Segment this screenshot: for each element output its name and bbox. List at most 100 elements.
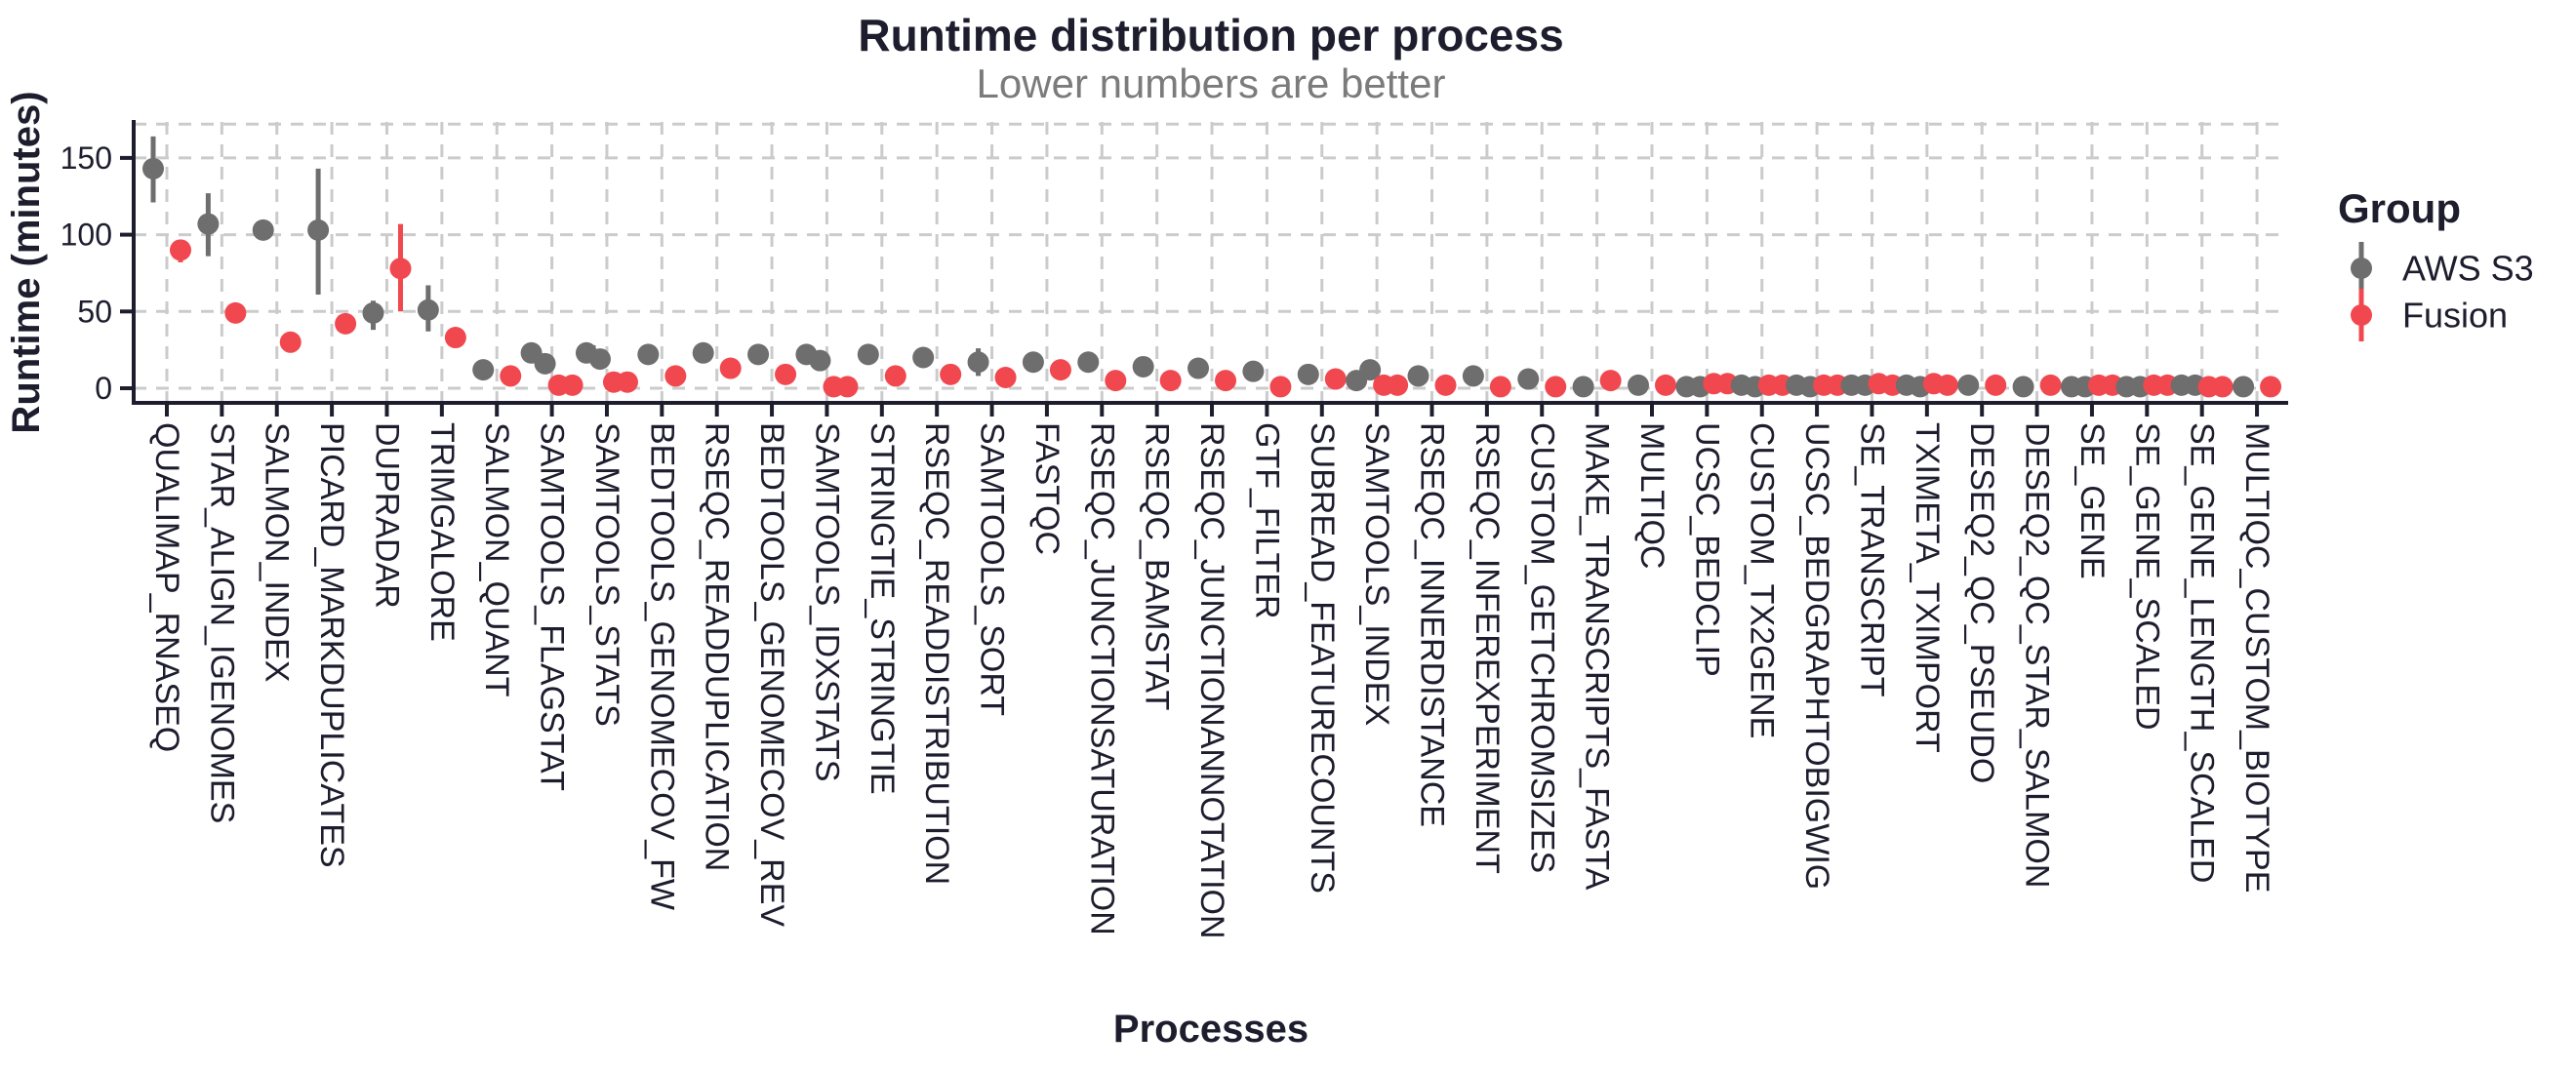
y-axis-title: Runtime (minutes): [5, 91, 48, 433]
data-point-fusion: [1599, 370, 1622, 392]
data-point-aws: [534, 352, 556, 375]
x-tick-label: MULTIQC_CUSTOM_BIOTYPE: [2238, 422, 2275, 893]
legend-label-fusion: Fusion: [2402, 296, 2508, 336]
data-point-aws: [967, 351, 989, 374]
data-point-aws: [307, 219, 330, 241]
x-tick-label: RSEQC_INNERDISTANCE: [1414, 422, 1451, 827]
x-tick-label: STAR_ALIGN_IGENOMES: [203, 422, 240, 823]
x-tick-label: TRIMGALORE: [423, 422, 461, 642]
data-point-fusion: [1324, 368, 1347, 390]
x-tick-label: RSEQC_INFEREXPERIMENT: [1469, 422, 1506, 874]
x-tick-label: RSEQC_READDISTRIBUTION: [918, 422, 955, 885]
data-point-fusion: [170, 239, 191, 261]
data-point-aws: [1132, 355, 1154, 378]
x-tick-label: RSEQC_BAMSTAT: [1139, 422, 1176, 710]
data-point-fusion: [1215, 370, 1237, 392]
x-tick-label: BEDTOOLS_GENOMECOV_FW: [643, 422, 680, 910]
data-point-fusion: [1105, 370, 1127, 392]
data-point-aws: [1517, 368, 1540, 390]
data-point-aws: [1462, 365, 1484, 387]
x-axis-title: Processes: [1113, 1008, 1308, 1051]
data-point-aws: [2012, 376, 2034, 398]
data-point-aws: [197, 213, 220, 235]
x-tick-label: SAMTOOLS_FLAGSTAT: [534, 422, 571, 791]
data-point-aws: [1627, 374, 1649, 396]
x-tick-label: DUPRADAR: [368, 422, 405, 609]
data-point-fusion: [994, 366, 1017, 388]
data-point-fusion: [884, 365, 906, 387]
x-tick-label: SUBREAD_FEATURECOUNTS: [1304, 422, 1341, 894]
data-point-aws: [1297, 363, 1319, 385]
legend-label-aws-s3: AWS S3: [2402, 249, 2534, 289]
y-tick-label: 0: [95, 371, 112, 406]
data-point-fusion: [616, 371, 638, 393]
data-point-fusion: [1654, 374, 1676, 396]
data-point-aws: [692, 341, 714, 364]
x-tick-label: BEDTOOLS_GENOMECOV_REV: [753, 422, 790, 927]
x-tick-label: SAMTOOLS_INDEX: [1358, 422, 1395, 726]
x-tick-label: QUALIMAP_RNASEQ: [148, 422, 185, 752]
data-point-fusion: [775, 363, 797, 385]
y-tick-label: 150: [60, 140, 112, 176]
data-point-fusion: [2039, 374, 2062, 396]
data-point-aws: [1957, 374, 1980, 396]
data-point-fusion: [279, 331, 302, 353]
legend-item-fusion: Fusion: [2351, 289, 2508, 341]
x-tick-label: UCSC_BEDGRAPHTOBIGWIG: [1798, 422, 1835, 890]
data-point-fusion: [1434, 374, 1457, 396]
data-point-fusion: [389, 258, 412, 280]
x-tick-label: SAMTOOLS_SORT: [974, 422, 1011, 716]
x-tick-label: SE_TRANSCRIPT: [1853, 422, 1890, 697]
data-point-fusion: [940, 363, 962, 385]
data-point-aws: [1572, 376, 1594, 398]
data-point-aws: [252, 219, 274, 241]
data-point-fusion: [664, 365, 687, 387]
x-tick-label: CUSTOM_TX2GENE: [1744, 422, 1781, 738]
data-point-fusion: [561, 374, 584, 396]
data-point-aws: [1022, 351, 1044, 374]
data-point-fusion: [1049, 359, 1071, 381]
data-point-aws: [2233, 376, 2255, 398]
data-point-aws: [857, 343, 879, 366]
x-tick-label: SE_GENE_LENGTH_SCALED: [2184, 422, 2221, 883]
data-point-aws: [362, 301, 384, 324]
data-point-aws: [637, 343, 660, 366]
data-point-aws: [1242, 360, 1265, 382]
x-tick-label: SE_GENE_SCALED: [2128, 422, 2165, 731]
x-tick-label: TXIMETA_TXIMPORT: [1909, 422, 1946, 753]
x-tick-label: MULTIQC: [1633, 422, 1670, 569]
data-point-fusion: [224, 301, 247, 324]
data-point-fusion: [444, 327, 466, 349]
x-tick-label: RSEQC_JUNCTIONSATURATION: [1083, 422, 1120, 935]
data-point-fusion: [1269, 376, 1292, 398]
data-point-fusion: [1489, 376, 1511, 398]
data-point-aws: [912, 346, 935, 369]
data-point-fusion: [1387, 374, 1409, 396]
y-tick-label: 50: [77, 294, 112, 329]
x-tick-label: SE_GENE: [2073, 422, 2111, 579]
x-tick-label: UCSC_BEDCLIP: [1688, 422, 1725, 677]
data-point-fusion: [1936, 374, 1958, 396]
fusion-point-icon: [2351, 304, 2372, 326]
x-tick-label: FASTQC: [1028, 422, 1066, 555]
data-point-aws: [472, 359, 495, 381]
legend: Group AWS S3 Fusion: [2338, 185, 2534, 341]
chart-subtitle: Lower numbers are better: [977, 60, 1446, 106]
data-point-fusion: [719, 357, 742, 379]
plot-area: 0 50 100 150 QUALIMAP_RNASEQ STAR_ALIGN_IGENO…: [60, 120, 2288, 939]
data-point-aws: [1359, 359, 1382, 381]
data-point-aws: [1407, 365, 1429, 387]
x-tick-label: SAMTOOLS_IDXSTATS: [808, 422, 845, 781]
data-point-aws: [1077, 351, 1100, 374]
x-tick-label: DESEQ2_QC_STAR_SALMON: [2019, 422, 2056, 888]
data-point-aws: [417, 298, 439, 321]
data-point-aws: [809, 349, 831, 372]
data-point-fusion: [2211, 376, 2234, 398]
data-point-fusion: [335, 312, 357, 335]
x-tick-label: RSEQC_JUNCTIONANNOTATION: [1193, 422, 1230, 939]
data-point-fusion: [500, 365, 522, 387]
x-tick-label: RSEQC_READDUPLICATION: [699, 422, 736, 871]
data-point-aws: [588, 348, 611, 371]
data-point-aws: [1187, 357, 1210, 379]
